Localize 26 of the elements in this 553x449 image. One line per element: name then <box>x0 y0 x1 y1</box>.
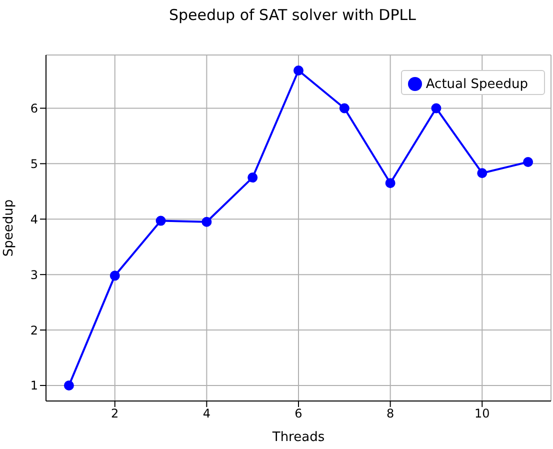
y-tick-label: 5 <box>30 156 38 171</box>
chart-title: Speedup of SAT solver with DPLL <box>168 5 417 26</box>
x-tick-label: 4 <box>202 406 210 421</box>
point <box>202 216 212 227</box>
x-tick-label: 2 <box>111 406 119 421</box>
y-tick-label: 6 <box>30 101 38 116</box>
point <box>156 216 166 226</box>
x-tick-label: 10 <box>474 406 490 421</box>
y-tick-label: 2 <box>30 323 38 338</box>
y-axis-title: Speedup <box>2 199 17 257</box>
point <box>110 270 120 281</box>
point <box>385 178 396 188</box>
x-tick-label: 8 <box>386 406 394 421</box>
y-tick-label: 3 <box>30 268 38 282</box>
point <box>248 172 258 183</box>
point <box>339 103 350 114</box>
point <box>64 380 74 390</box>
point <box>294 66 304 76</box>
legend-label: Actual Speedup <box>426 77 528 92</box>
point <box>477 168 488 178</box>
x-tick-label: 6 <box>294 406 302 421</box>
y-tick-label: 4 <box>30 212 38 226</box>
x-axis-title: Threads <box>271 430 325 445</box>
y-tick-label: 1 <box>30 378 38 393</box>
point <box>523 157 534 168</box>
point <box>431 103 442 114</box>
